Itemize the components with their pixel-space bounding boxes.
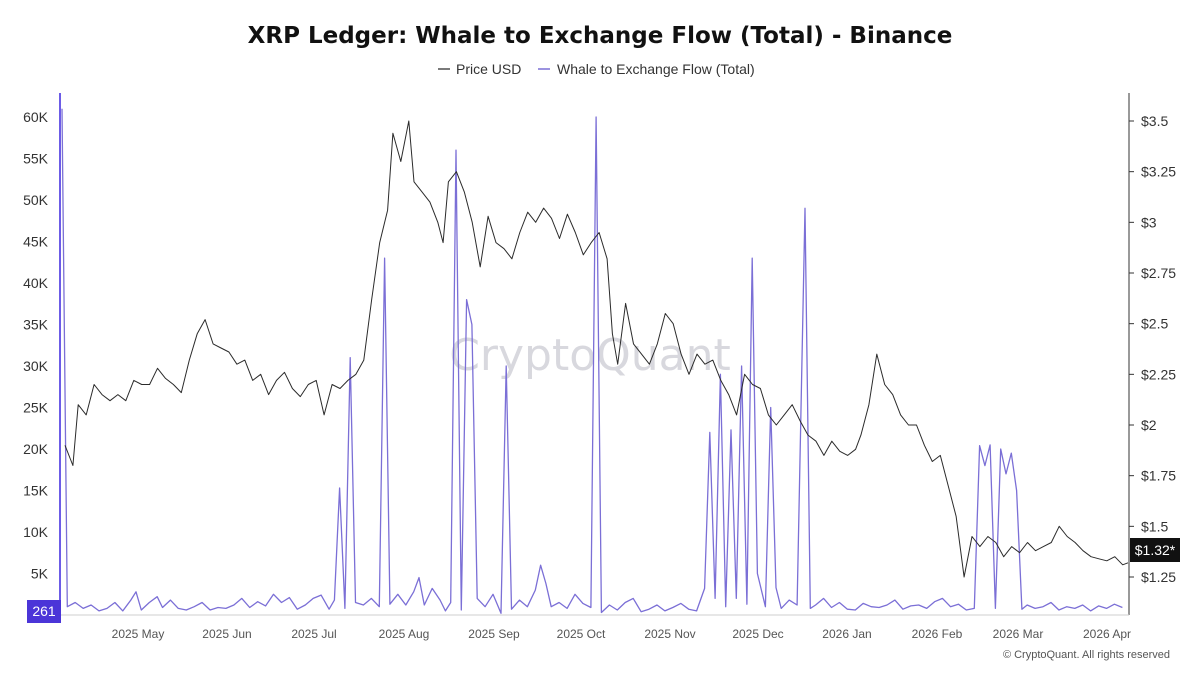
last-price-badge: $1.32* bbox=[1130, 538, 1180, 562]
left-tick-label: 60K bbox=[23, 109, 49, 125]
right-tick-label: $1.25 bbox=[1141, 569, 1176, 585]
x-tick-label: 2025 Oct bbox=[557, 627, 606, 641]
legend: Price USD Whale to Exchange Flow (Total) bbox=[438, 61, 755, 77]
right-tick-label: $2.75 bbox=[1141, 265, 1176, 281]
last-price-badge-box bbox=[1130, 538, 1180, 562]
watermark: CryptoQuant bbox=[449, 330, 731, 381]
last-flow-badge-text: 261 bbox=[32, 603, 56, 619]
right-tick-label: $3.5 bbox=[1141, 113, 1168, 129]
x-tick-label: 2025 Sep bbox=[468, 627, 520, 641]
right-tick-label: $2.25 bbox=[1141, 366, 1176, 382]
x-tick-label: 2025 Jun bbox=[202, 627, 251, 641]
x-tick-label: 2026 Mar bbox=[993, 627, 1044, 641]
x-tick-label: 2025 Jul bbox=[291, 627, 336, 641]
right-tick-label: $3 bbox=[1141, 214, 1157, 230]
left-tick-label: 50K bbox=[23, 192, 49, 208]
legend-flow-label: Whale to Exchange Flow (Total) bbox=[557, 61, 755, 77]
left-tick-label: 15K bbox=[23, 483, 49, 499]
left-tick-label: 45K bbox=[23, 234, 49, 250]
right-tick-label: $2.5 bbox=[1141, 316, 1168, 332]
left-tick-label: 55K bbox=[23, 151, 49, 167]
last-flow-badge: 261 bbox=[27, 600, 61, 623]
last-price-badge-text: $1.32* bbox=[1135, 542, 1176, 558]
right-tick-label: $3.25 bbox=[1141, 164, 1176, 180]
x-tick-label: 2025 Aug bbox=[379, 627, 430, 641]
x-tick-label: 2025 Dec bbox=[732, 627, 783, 641]
x-tick-label: 2026 Apr bbox=[1083, 627, 1131, 641]
x-tick-label: 2026 Feb bbox=[912, 627, 963, 641]
left-tick-label: 35K bbox=[23, 317, 49, 333]
right-tick-label: $1.75 bbox=[1141, 468, 1176, 484]
right-axis: $1.25 $1.5 $1.75 $2 $2.25 $2.5 $2.75 $3 $3.25 $3.… bbox=[1129, 113, 1176, 585]
left-tick-label: 10K bbox=[23, 524, 49, 540]
left-axis: 5K 10K 15K 20K 25K 30K 35K 40K 45K 50K 55K 60K bbox=[23, 109, 49, 582]
left-tick-label: 40K bbox=[23, 275, 49, 291]
x-axis: 2025 May 2025 Jun 2025 Jul 2025 Aug 2025 Sep… bbox=[112, 627, 1131, 641]
copyright: © CryptoQuant. All rights reserved bbox=[1003, 649, 1170, 661]
left-tick-label: 25K bbox=[23, 400, 49, 416]
left-tick-label: 5K bbox=[31, 566, 49, 582]
right-tick-label: $1.5 bbox=[1141, 518, 1168, 534]
left-tick-label: 20K bbox=[23, 441, 49, 457]
price-series-line bbox=[64, 120, 1129, 578]
flow-series-line bbox=[61, 108, 1123, 614]
left-tick-label: 30K bbox=[23, 358, 49, 374]
x-tick-label: 2026 Jan bbox=[822, 627, 871, 641]
x-tick-label: 2025 Nov bbox=[644, 627, 695, 641]
chart-title: XRP Ledger: Whale to Exchange Flow (Tota… bbox=[248, 23, 953, 49]
right-tick-label: $2 bbox=[1141, 417, 1157, 433]
legend-price-label: Price USD bbox=[456, 61, 521, 77]
last-flow-badge-box bbox=[27, 600, 61, 623]
x-tick-label: 2025 May bbox=[112, 627, 165, 641]
